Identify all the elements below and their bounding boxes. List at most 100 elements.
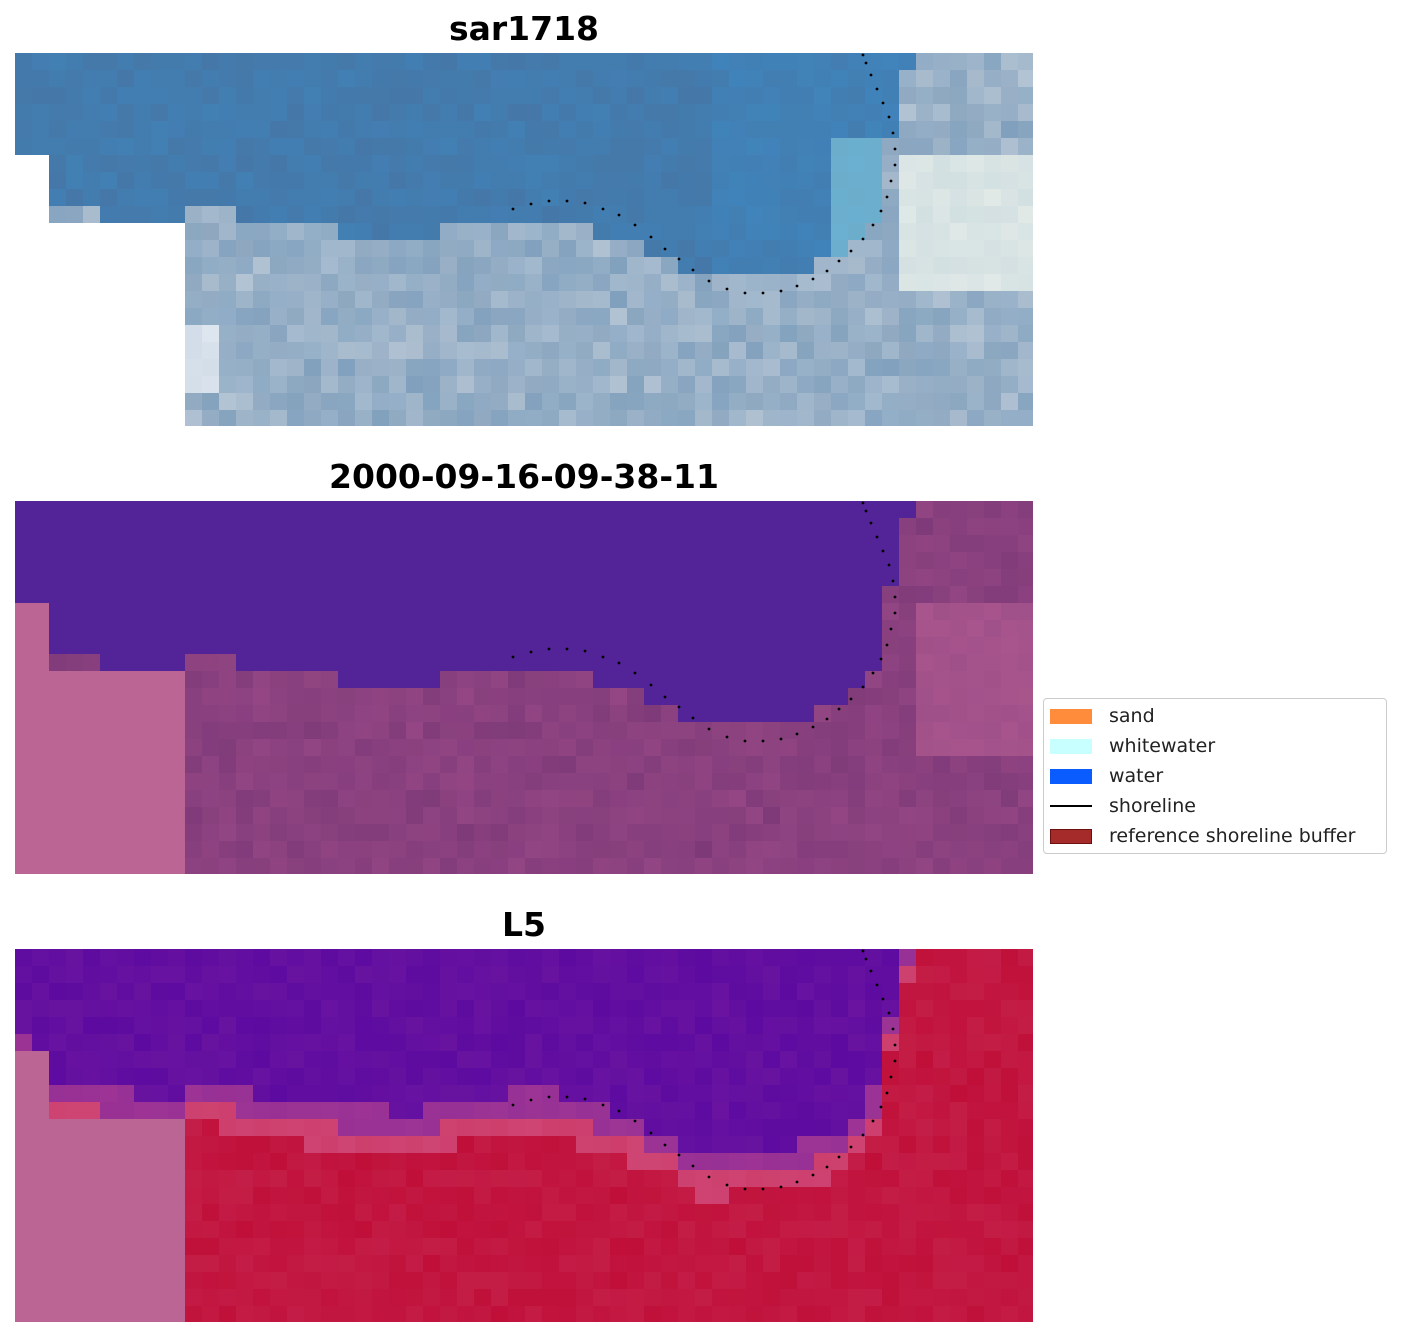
shoreline-point [875,87,879,91]
shoreline-point [691,1164,695,1168]
shoreline-point [663,247,667,251]
shoreline-point [864,957,868,961]
shoreline-point [881,549,885,553]
shoreline-point [633,1119,637,1123]
shoreline-point [811,725,815,729]
classified-image-panel [15,501,1033,874]
shoreline-point [875,535,879,539]
shoreline-point [511,655,515,659]
rgb-image [15,53,1033,426]
legend-label-sand: sand [1109,705,1155,727]
shoreline-point [633,223,637,227]
shoreline-point [861,53,865,57]
shoreline-point [893,163,897,167]
sand-swatch [1050,708,1092,724]
shoreline-point [601,655,605,659]
whitewater-swatch [1050,738,1092,754]
shoreline-point [889,627,893,631]
shoreline-point [691,268,695,272]
shoreline-point [825,269,829,273]
shoreline-point [864,509,868,513]
shoreline-point [617,213,621,217]
legend-label-water: water [1109,765,1164,787]
shoreline-point [529,1098,533,1102]
shoreline-point [743,739,747,743]
shoreline-point [879,209,883,213]
shoreline-point [891,1027,895,1031]
shoreline-point [565,647,569,651]
legend-item-sand: sand [1050,703,1155,729]
shoreline-point [547,199,551,203]
shoreline-point [825,717,829,721]
shoreline-point [691,716,695,720]
shoreline-point [849,249,853,253]
shoreline-point [649,235,653,239]
index-image-panel [15,949,1033,1322]
shoreline-point [869,969,873,973]
shoreline-point [837,1155,841,1159]
water-swatch [1050,768,1092,784]
shoreline-point [761,291,765,295]
shoreline-point [889,179,893,183]
legend-item-whitewater: whitewater [1050,733,1215,759]
shoreline-point [617,661,621,665]
shoreline-point [893,1059,897,1063]
shoreline-point [879,1105,883,1109]
classified-image [15,501,1033,874]
shoreline-point [887,563,891,567]
shoreline-point [707,727,711,731]
shoreline-point [837,259,841,263]
shoreline-point [893,611,897,615]
shoreline-point [677,705,681,709]
shoreline-point [871,223,875,227]
shoreline-point [871,671,875,675]
shoreline-dots [511,949,897,1191]
rgb-image-panel [15,53,1033,426]
shoreline-point [849,697,853,701]
shoreline-point [511,207,515,211]
class-raster-cells [15,501,1033,874]
shoreline-point [891,579,895,583]
shoreline-point [811,277,815,281]
legend-label-shoreline: shoreline [1109,795,1196,817]
shoreline-point [663,695,667,699]
panel-title-rgb: sar1718 [448,9,600,48]
shoreline-point [601,207,605,211]
shoreline-point [677,257,681,261]
legend-label-whitewater: whitewater [1109,735,1216,757]
shoreline-point [881,101,885,105]
legend-item-shoreline: shoreline [1050,793,1196,819]
index-image [15,949,1033,1322]
shoreline-point [825,1165,829,1169]
shoreline-point [779,289,783,293]
shoreline-point [761,739,765,743]
shoreline-point [795,732,799,736]
shoreline-point [725,287,729,291]
shoreline-point [547,1095,551,1099]
shoreline-point [889,1075,893,1079]
legend-item-water: water [1050,763,1163,789]
shoreline-point [743,1187,747,1191]
shoreline-point [795,284,799,288]
shoreline-point [869,73,873,77]
shoreline-point [887,1011,891,1015]
shoreline-point [893,1043,897,1047]
shoreline-point [583,201,587,205]
panel-title-classified: 2000-09-16-09-38-11 [329,457,719,496]
shoreline-point [811,1173,815,1177]
shoreline-point [881,997,885,1001]
shoreline-point [761,1187,765,1191]
shoreline-point [663,1143,667,1147]
shoreline-point [779,1185,783,1189]
shoreline-point [633,671,637,675]
shoreline-point [869,521,873,525]
shoreline-point [893,147,897,151]
legend-label-reference-shoreline-buffer: reference shoreline buffer [1109,825,1356,847]
shoreline-point [861,237,865,241]
shoreline-dots [511,53,897,295]
mndwi-raster-cells [15,949,1033,1322]
shoreline-point [565,1095,569,1099]
shoreline-point [837,707,841,711]
shoreline-point [779,737,783,741]
shoreline-point [743,291,747,295]
